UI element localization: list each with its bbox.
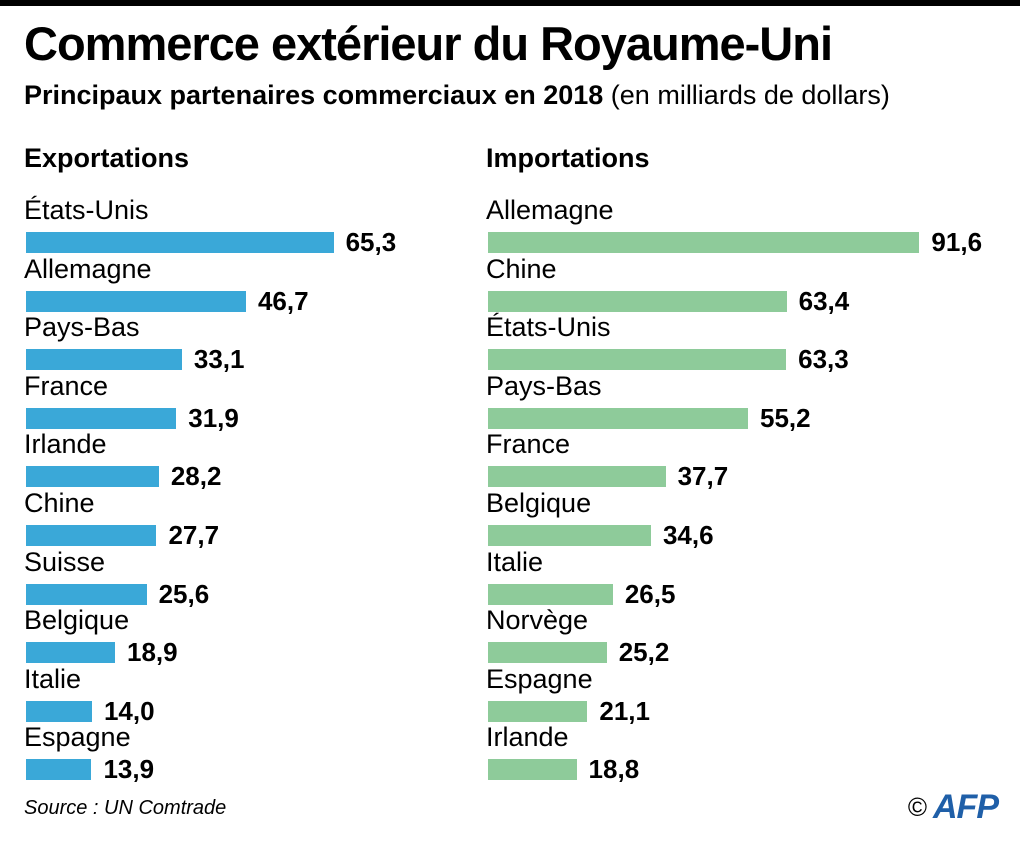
export-category-label: Irlande bbox=[24, 429, 107, 460]
imports-panel: Importations Allemagne 91,6 Chine 63,4 États… bbox=[486, 140, 1006, 784]
export-value-label: 25,6 bbox=[158, 578, 210, 609]
import-category-label: Norvège bbox=[486, 605, 589, 636]
import-category-label: Espagne bbox=[486, 663, 593, 694]
import-row: Belgique 34,6 bbox=[486, 487, 1006, 550]
export-category-label: Suisse bbox=[24, 546, 106, 577]
export-bar bbox=[26, 290, 246, 312]
export-bar bbox=[26, 407, 177, 429]
export-row: Irlande 28,2 bbox=[24, 428, 544, 491]
import-bar bbox=[488, 759, 577, 781]
subtitle-main: Principaux partenaires commerciaux en 20… bbox=[24, 80, 604, 110]
import-row: Pays-Bas 55,2 bbox=[486, 370, 1006, 433]
import-category-label: États-Unis bbox=[486, 312, 611, 343]
export-row: Espagne 13,9 bbox=[24, 721, 544, 784]
export-bar bbox=[26, 349, 182, 371]
export-row: Belgique 18,9 bbox=[24, 604, 544, 667]
import-category-label: Belgique bbox=[486, 488, 592, 518]
export-row: Allemagne 46,7 bbox=[24, 253, 544, 316]
import-bar bbox=[488, 290, 787, 312]
import-category-label: Allemagne bbox=[486, 195, 614, 225]
import-row: Allemagne 91,6 bbox=[486, 194, 1006, 257]
export-row: États-Unis 65,3 bbox=[24, 194, 544, 257]
export-category-label: États-Unis bbox=[24, 195, 149, 225]
copyright-symbol: © bbox=[907, 792, 927, 822]
import-row: Irlande 18,8 bbox=[486, 721, 1006, 784]
export-value-label: 65,3 bbox=[345, 227, 397, 257]
import-value-label: 18,8 bbox=[588, 754, 640, 785]
import-row: Espagne 21,1 bbox=[486, 663, 1006, 726]
export-category-label: Allemagne bbox=[24, 253, 152, 284]
import-bar bbox=[488, 642, 607, 664]
imports-title: Importations bbox=[486, 143, 650, 173]
export-value-label: 46,7 bbox=[257, 285, 309, 316]
export-bar bbox=[26, 759, 92, 781]
export-bar bbox=[26, 525, 157, 546]
export-category-label: Chine bbox=[24, 488, 95, 518]
import-value-label: 34,6 bbox=[662, 520, 714, 550]
chart-subtitle: Principaux partenaires commerciaux en 20… bbox=[24, 80, 890, 111]
import-row: France 37,7 bbox=[486, 428, 1006, 491]
export-value-label: 18,9 bbox=[127, 637, 178, 668]
credit: © AFP bbox=[907, 788, 999, 827]
export-bar bbox=[26, 642, 116, 664]
import-category-label: Italie bbox=[486, 546, 544, 577]
export-value-label: 14,0 bbox=[103, 695, 155, 726]
export-value-label: 28,2 bbox=[170, 461, 222, 492]
export-row: Pays-Bas 33,1 bbox=[24, 311, 544, 374]
import-value-label: 91,6 bbox=[931, 227, 983, 257]
import-value-label: 37,7 bbox=[677, 461, 729, 492]
afp-logo: AFP bbox=[933, 788, 999, 826]
subtitle-unit: (en milliards de dollars) bbox=[603, 80, 890, 110]
import-category-label: France bbox=[486, 429, 571, 460]
export-bar bbox=[26, 232, 334, 253]
top-rule bbox=[0, 0, 1020, 6]
import-value-label: 63,4 bbox=[798, 285, 850, 316]
export-row: Italie 14,0 bbox=[24, 663, 544, 726]
import-bar bbox=[488, 349, 787, 371]
exports-title: Exportations bbox=[24, 143, 190, 173]
import-value-label: 63,3 bbox=[798, 344, 849, 375]
import-row: Norvège 25,2 bbox=[486, 604, 1006, 667]
export-category-label: Belgique bbox=[24, 605, 130, 636]
import-value-label: 55,2 bbox=[759, 402, 811, 433]
export-value-label: 31,9 bbox=[188, 402, 239, 433]
export-value-label: 13,9 bbox=[103, 754, 155, 785]
exports-panel: Exportations États-Unis 65,3 Allemagne 46,7… bbox=[24, 140, 464, 784]
import-row: États-Unis 63,3 bbox=[486, 311, 1006, 374]
export-bar bbox=[26, 700, 92, 722]
export-bar bbox=[26, 583, 147, 605]
import-bar bbox=[488, 407, 748, 429]
import-value-label: 25,2 bbox=[618, 637, 670, 668]
import-category-label: Chine bbox=[486, 253, 557, 284]
export-value-label: 33,1 bbox=[193, 344, 245, 375]
export-category-label: Italie bbox=[24, 663, 82, 694]
export-row: France 31,9 bbox=[24, 370, 544, 433]
export-bar bbox=[26, 466, 159, 488]
import-bar bbox=[488, 232, 920, 253]
import-category-label: Irlande bbox=[486, 722, 569, 753]
import-bar bbox=[488, 466, 666, 488]
import-row: Italie 26,5 bbox=[486, 546, 1006, 609]
export-row: Suisse 25,6 bbox=[24, 546, 544, 609]
export-row: Chine 27,7 bbox=[24, 487, 544, 550]
import-bar bbox=[488, 583, 613, 605]
export-value-label: 27,7 bbox=[168, 520, 220, 550]
chart-title: Commerce extérieur du Royaume-Uni bbox=[24, 17, 833, 70]
import-bar bbox=[488, 525, 651, 546]
import-value-label: 21,1 bbox=[599, 695, 650, 726]
export-category-label: France bbox=[24, 370, 109, 401]
import-category-label: Pays-Bas bbox=[486, 370, 602, 401]
import-row: Chine 63,4 bbox=[486, 253, 1006, 316]
import-bar bbox=[488, 700, 588, 722]
import-value-label: 26,5 bbox=[624, 578, 676, 609]
export-category-label: Espagne bbox=[24, 722, 131, 753]
source-note: Source : UN Comtrade bbox=[24, 797, 227, 819]
export-category-label: Pays-Bas bbox=[24, 312, 140, 343]
